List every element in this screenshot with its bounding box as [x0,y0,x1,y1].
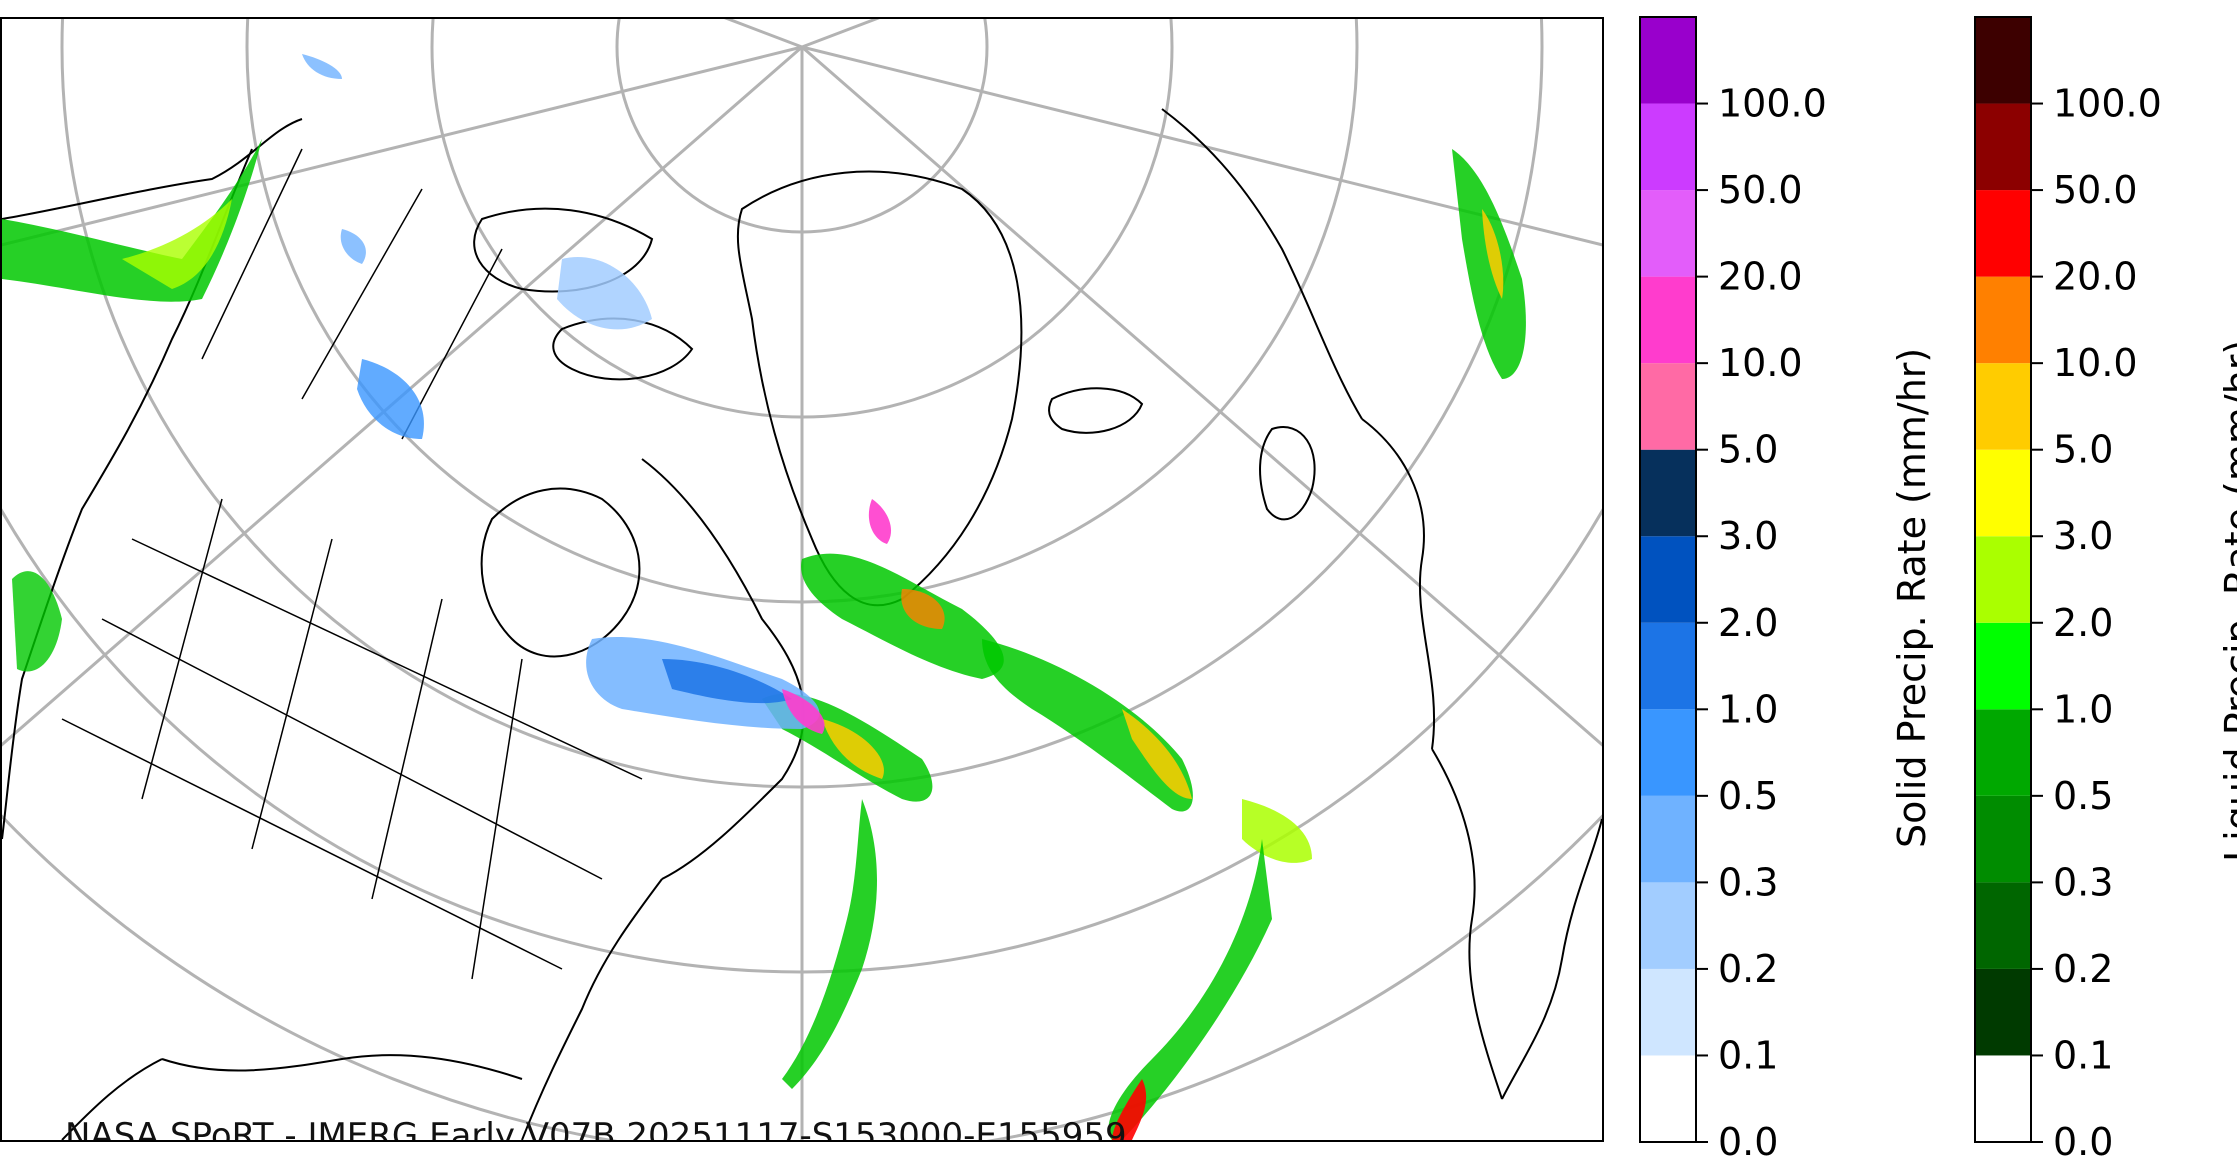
solid-precip-areas [302,54,892,734]
map-canvas [2,19,1602,1140]
solid-colorbar-segment [1640,795,1696,883]
solid-colorbar-segment [1640,1055,1696,1142]
graticule [2,19,1602,1140]
solid-colorbar: 0.0 0.1 0.2 0.3 0.5 1.0 2.0 3.0 5.0 10.0 20.0 50.0 1… [1630,0,1934,1167]
precipitation-map: NASA SPoRT - IMERG Early V07B 20251117-S… [0,17,1604,1142]
solid-colorbar-tick-label: 2.0 [1718,601,1778,645]
solid-colorbar-tick-label: 0.2 [1718,947,1778,991]
liquid-colorbar-segment [1975,190,2031,277]
solid-colorbar-tick-label: 20.0 [1718,255,1803,299]
solid-colorbar-segment [1640,190,1696,277]
liquid-colorbar-tick-label: 0.0 [2053,1120,2113,1164]
solid-colorbar-tick-label: 0.3 [1718,860,1778,904]
liquid-colorbar-segment [1975,536,2031,623]
solid-colorbar-segment [1640,449,1696,537]
liquid-colorbar-segment [1975,17,2031,104]
liquid-colorbar-tick-label: 5.0 [2053,428,2113,472]
liquid-colorbar-segment [1975,276,2031,364]
liquid-colorbar: 0.0 0.1 0.2 0.3 0.5 1.0 2.0 3.0 5.0 10.0 20.0 50.0 1… [1965,0,2237,1167]
liquid-colorbar-segment [1975,882,2031,969]
liquid-colorbar-label: Liquid Precip. Rate (mm/hr) [2217,339,2237,862]
solid-colorbar-tick-label: 0.5 [1718,774,1778,818]
solid-colorbar-tick-label: 0.0 [1718,1120,1778,1164]
solid-colorbar-tick-label: 5.0 [1718,428,1778,472]
solid-colorbar-segment [1640,363,1696,450]
solid-colorbar-border [1639,16,1697,1143]
solid-colorbar-scale: 0.0 0.1 0.2 0.3 0.5 1.0 2.0 3.0 5.0 10.0 20.0 50.0 1… [1639,16,1827,1164]
solid-colorbar-segment [1640,276,1696,364]
political-borders [61,148,643,980]
solid-colorbar-tick-label: 1.0 [1718,687,1778,731]
liquid-colorbar-border [1974,16,2032,1143]
solid-colorbar-label: Solid Precip. Rate (mm/hr) [1890,347,1934,848]
liquid-colorbar-tick-label: 1.0 [2053,687,2113,731]
solid-colorbar-tick-label: 10.0 [1718,341,1803,385]
data-credit: NASA SPoRT - IMERG Early V07B 20251117-S… [65,1116,1127,1142]
solid-colorbar-segment [1640,536,1696,623]
liquid-colorbar-segment [1975,968,2031,1056]
liquid-colorbar-tick-label: 100.0 [2053,82,2162,126]
liquid-colorbar-segment [1975,795,2031,883]
solid-colorbar-segment [1640,882,1696,969]
liquid-colorbar-segment [1975,709,2031,796]
solid-colorbar-segment [1640,622,1696,710]
liquid-colorbar-segment [1975,363,2031,450]
solid-colorbar-segment [1640,968,1696,1056]
liquid-colorbar-tick-label: 0.3 [2053,860,2113,904]
liquid-colorbar-tick-label: 0.1 [2053,1033,2113,1077]
liquid-precip-areas [2,139,1526,1140]
liquid-colorbar-segment [1975,103,2031,191]
liquid-colorbar-segment [1975,622,2031,710]
solid-colorbar-tick-label: 50.0 [1718,168,1803,212]
solid-colorbar-segment [1640,17,1696,104]
solid-colorbar-tick-label: 3.0 [1718,514,1778,558]
solid-colorbar-tick-label: 100.0 [1718,82,1827,126]
liquid-colorbar-tick-label: 3.0 [2053,514,2113,558]
solid-colorbar-segment [1640,709,1696,796]
liquid-colorbar-tick-label: 50.0 [2053,168,2138,212]
solid-colorbar-tick-label: 0.1 [1718,1033,1778,1077]
liquid-colorbar-tick-label: 10.0 [2053,341,2138,385]
liquid-colorbar-tick-label: 0.5 [2053,774,2113,818]
liquid-colorbar-segment [1975,449,2031,537]
liquid-colorbar-segment [1975,1055,2031,1142]
liquid-colorbar-tick-label: 0.2 [2053,947,2113,991]
liquid-colorbar-tick-label: 2.0 [2053,601,2113,645]
solid-colorbar-segment [1640,103,1696,191]
liquid-colorbar-scale: 0.0 0.1 0.2 0.3 0.5 1.0 2.0 3.0 5.0 10.0 20.0 50.0 1… [1974,16,2162,1164]
liquid-colorbar-tick-label: 20.0 [2053,255,2138,299]
